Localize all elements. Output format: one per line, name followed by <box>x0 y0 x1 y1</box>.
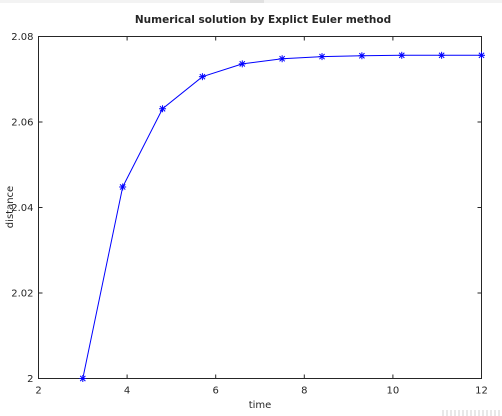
window-tab <box>230 0 264 3</box>
y-tick-label: 2 <box>27 374 33 385</box>
x-axis-label: time <box>249 400 272 411</box>
window-top-strip <box>0 0 502 3</box>
data-point <box>198 73 206 81</box>
plot-frame <box>38 36 482 379</box>
window-corner-edge <box>442 410 502 416</box>
x-tick-label: 4 <box>124 386 130 397</box>
y-tick-label: 2.02 <box>11 289 33 300</box>
data-point <box>318 53 326 61</box>
data-point <box>238 60 246 68</box>
x-tick-label: 2 <box>35 386 41 397</box>
data-point <box>119 183 127 191</box>
x-tick-label: 8 <box>301 386 307 397</box>
data-point <box>478 51 485 59</box>
data-point <box>398 51 406 59</box>
y-tick-label: 2.04 <box>11 203 33 214</box>
data-point <box>79 375 87 382</box>
data-point <box>278 55 286 63</box>
y-tick-label: 2.08 <box>11 32 33 43</box>
y-axis: 2 2.02 2.04 2.06 2.08 <box>11 32 482 385</box>
series-layer <box>79 51 485 382</box>
data-point <box>438 51 446 59</box>
chart-title: Numerical solution by Explict Euler meth… <box>135 14 391 26</box>
data-point <box>159 105 167 113</box>
y-tick-label: 2.06 <box>11 118 33 129</box>
x-axis: 2 4 6 8 10 12 <box>35 36 488 397</box>
data-point <box>358 52 366 60</box>
x-tick-label: 10 <box>387 386 400 397</box>
x-tick-label: 6 <box>213 386 219 397</box>
y-axis-label: distance <box>5 186 16 228</box>
x-tick-label: 12 <box>475 386 488 397</box>
